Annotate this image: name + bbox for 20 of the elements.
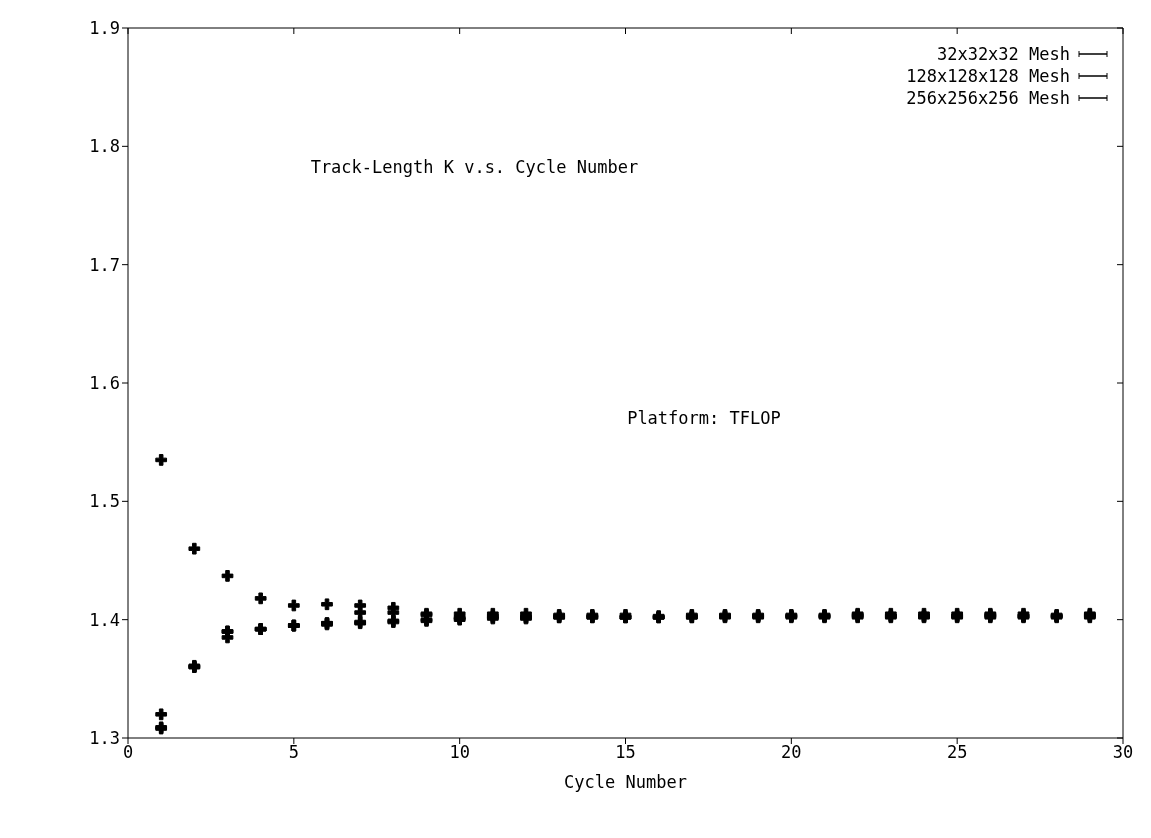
x-tick-label: 25 <box>946 742 968 763</box>
x-tick-label: 15 <box>615 742 636 763</box>
y-tick-label: 1.3 <box>89 728 120 749</box>
x-tick-label: 10 <box>449 742 470 763</box>
y-tick-label: 1.8 <box>89 136 120 157</box>
x-tick-label: 20 <box>781 742 802 763</box>
x-tick-label: 0 <box>122 742 134 763</box>
x-tick-label: 30 <box>1112 742 1134 763</box>
legend-label: 256x256x256 Mesh <box>906 87 1070 109</box>
x-axis-title: Cycle Number <box>564 772 687 792</box>
y-tick-label: 1.4 <box>89 609 120 630</box>
y-tick-label: 1.7 <box>89 254 120 275</box>
x-tick-label: 5 <box>288 742 299 763</box>
y-tick-label: 1.6 <box>89 373 120 394</box>
y-tick-label: 1.5 <box>89 491 120 512</box>
legend-label: 32x32x32 Mesh <box>936 43 1070 65</box>
annotation: Platform: TFLOP <box>627 408 781 428</box>
y-tick-label: 1.9 <box>89 18 120 39</box>
legend-label: 128x128x128 Mesh <box>906 65 1070 87</box>
annotation: Track-Length K v.s. Cycle Number <box>310 157 639 178</box>
